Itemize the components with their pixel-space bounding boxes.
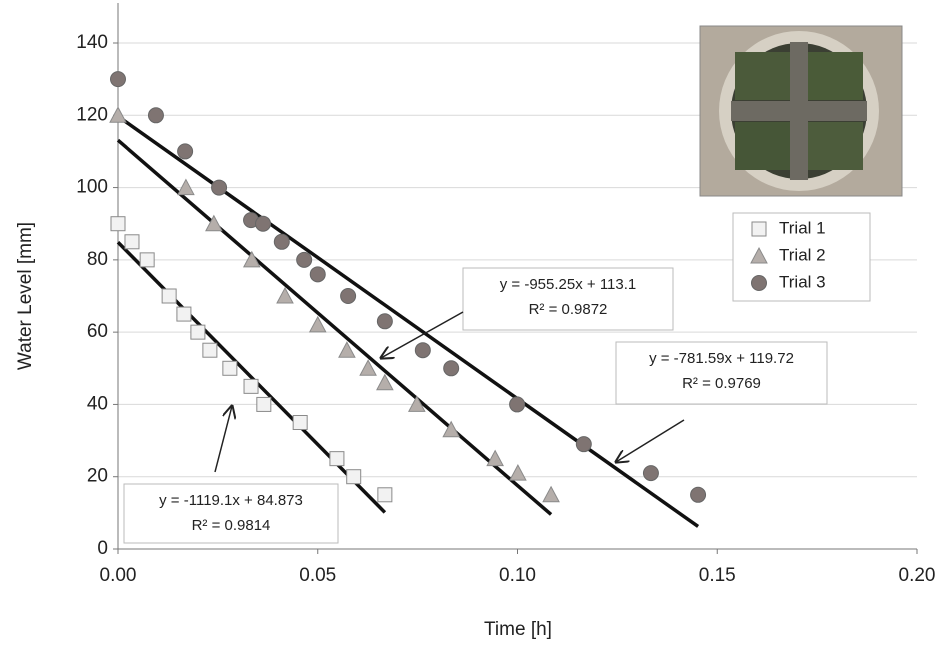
data-point	[442, 420, 461, 438]
data-point	[177, 178, 195, 196]
data-point	[202, 342, 218, 358]
data-point	[359, 359, 377, 376]
x-tick-label: 0.20	[899, 565, 936, 586]
annotation-arrow	[616, 419, 685, 462]
data-point	[242, 250, 261, 268]
x-axis-title: Time [h]	[484, 619, 552, 640]
data-point	[256, 396, 272, 412]
data-point	[276, 286, 294, 304]
x-tick-label: 0.15	[699, 565, 736, 586]
data-point	[377, 487, 393, 503]
y-tick-label: 0	[97, 538, 108, 559]
data-point	[376, 373, 394, 391]
data-point	[542, 485, 560, 503]
data-point	[414, 342, 431, 359]
data-point	[443, 360, 460, 377]
data-point	[124, 234, 140, 250]
y-tick-label: 140	[76, 32, 108, 53]
data-point	[308, 315, 327, 333]
data-point	[407, 395, 426, 412]
annotation-equation: y = -1119.1x + 84.873	[159, 492, 303, 509]
data-point	[642, 465, 659, 482]
data-point	[255, 215, 272, 232]
annotation-r2: R² = 0.9769	[682, 375, 761, 392]
x-tick-label: 0.10	[499, 565, 536, 586]
annotation-r2: R² = 0.9872	[529, 301, 608, 318]
data-point	[273, 233, 290, 250]
data-point	[243, 378, 259, 394]
legend-marker	[751, 275, 767, 291]
data-point	[109, 106, 127, 123]
annotation-box	[123, 483, 339, 544]
data-point	[176, 306, 192, 322]
data-point	[110, 216, 126, 232]
data-point	[340, 288, 357, 304]
data-point	[161, 288, 177, 304]
data-point	[296, 251, 313, 268]
legend-label: Trial 2	[779, 245, 826, 264]
trendline	[116, 138, 553, 516]
data-point	[509, 464, 527, 481]
inset-photo	[699, 25, 903, 197]
y-axis-title: Water Level [mm]	[15, 222, 36, 370]
trendline	[116, 241, 387, 514]
legend-label: Trial 1	[779, 218, 826, 237]
annotation-box	[615, 341, 828, 405]
data-point	[110, 71, 126, 88]
annotation-box	[462, 267, 674, 331]
data-point	[509, 396, 526, 413]
x-tick-label: 0.05	[299, 565, 336, 586]
data-point	[690, 486, 707, 503]
data-point	[329, 451, 345, 467]
data-point	[211, 179, 228, 196]
data-point	[376, 313, 393, 330]
data-point	[205, 214, 223, 232]
annotation-arrow	[381, 311, 464, 358]
data-point	[338, 341, 356, 358]
data-point	[222, 360, 238, 376]
annotation-equation: y = -781.59x + 119.72	[649, 350, 794, 367]
data-point	[177, 143, 194, 160]
data-point	[292, 415, 308, 430]
annotation-r2: R² = 0.9814	[192, 517, 271, 534]
annotation-equation: y = -955.25x + 113.1	[500, 276, 637, 293]
data-point	[309, 266, 326, 283]
data-point	[346, 469, 362, 485]
y-tick-label: 40	[87, 393, 108, 414]
legend-marker	[751, 221, 767, 237]
y-tick-label: 20	[87, 466, 108, 487]
x-tick-label: 0.00	[100, 565, 137, 586]
data-point	[147, 107, 164, 124]
annotation-arrow	[214, 406, 232, 473]
data-point	[190, 324, 206, 340]
legend-label: Trial 3	[779, 272, 826, 291]
y-tick-label: 60	[87, 321, 108, 342]
y-tick-label: 100	[76, 177, 108, 198]
data-point	[139, 252, 155, 268]
y-tick-label: 120	[76, 104, 108, 125]
legend-marker	[750, 246, 768, 264]
data-point	[486, 449, 504, 467]
y-tick-label: 80	[87, 249, 108, 270]
data-point	[575, 436, 592, 453]
